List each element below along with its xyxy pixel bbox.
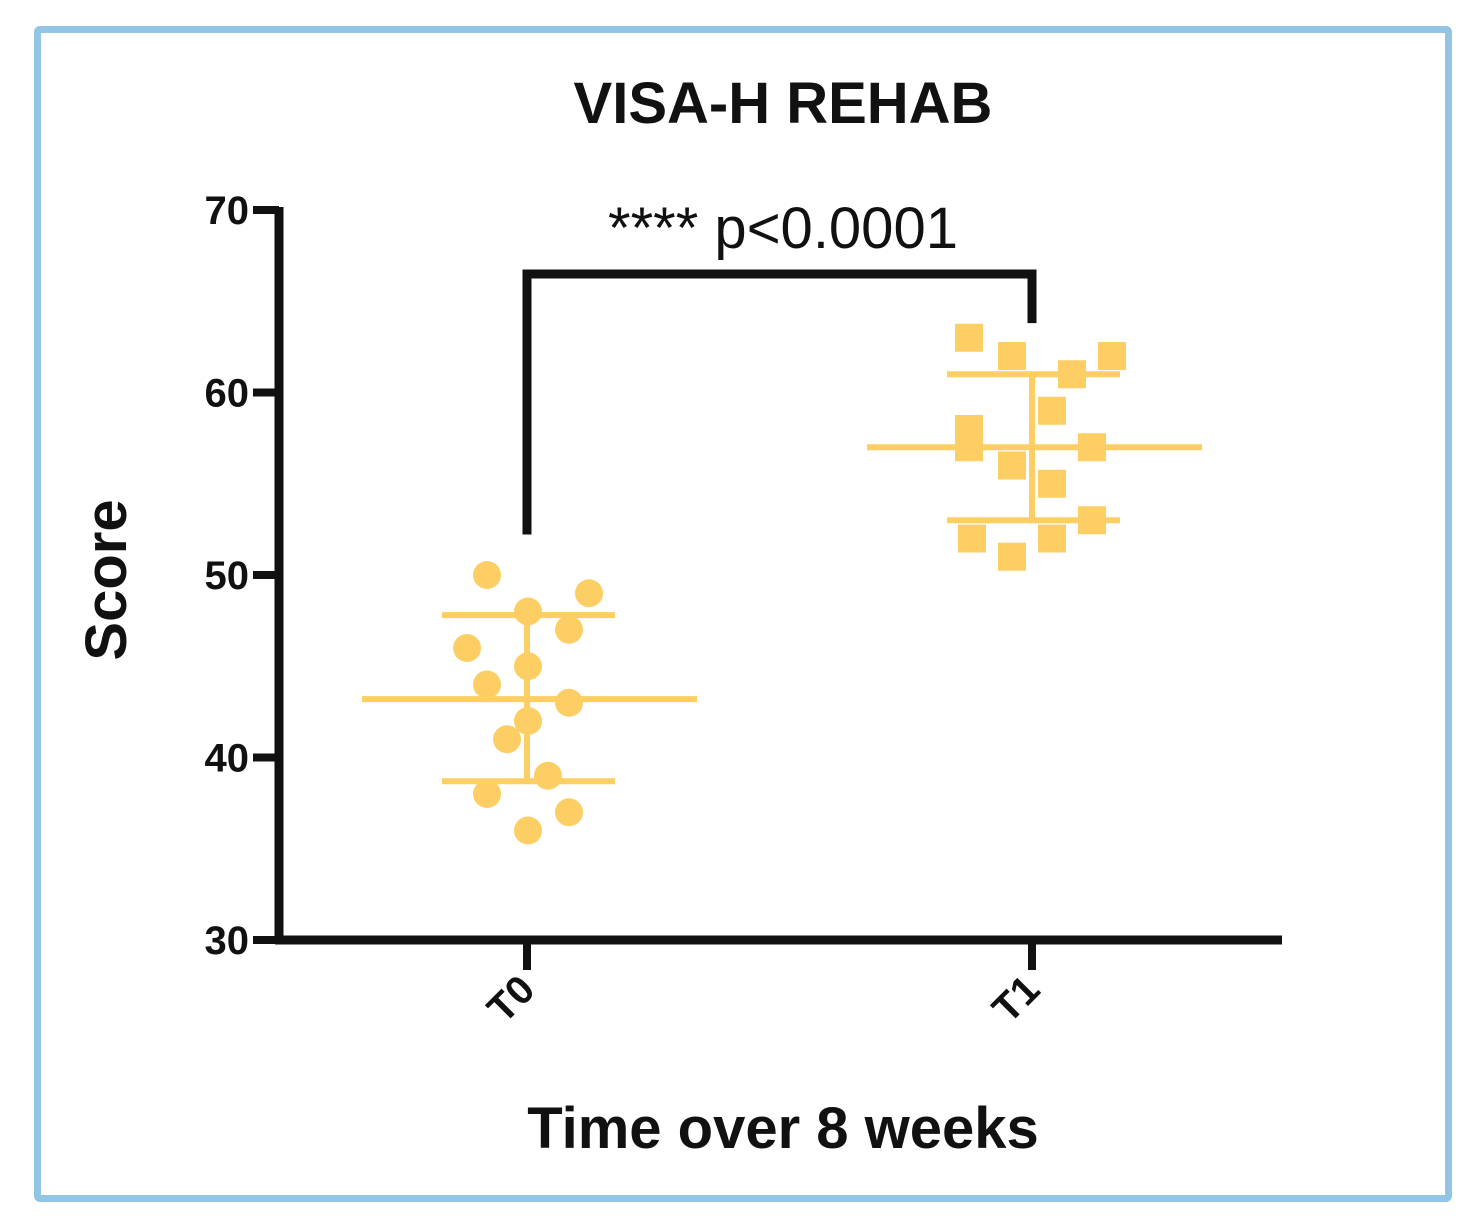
data-point <box>998 342 1026 370</box>
data-point <box>1038 524 1066 553</box>
data-point <box>1078 433 1106 462</box>
data-point <box>514 652 542 681</box>
y-tick-label: 60 <box>205 372 250 416</box>
x-tick-label: T1 <box>984 967 1048 1031</box>
data-point <box>453 634 481 662</box>
data-point <box>473 561 501 589</box>
data-point <box>955 433 983 462</box>
data-point <box>534 761 562 790</box>
y-tick-label: 30 <box>205 919 250 963</box>
data-point <box>514 597 542 626</box>
data-point <box>555 798 583 827</box>
data-point <box>1078 506 1106 535</box>
y-axis-label: Score <box>74 499 139 660</box>
data-point <box>1038 396 1066 425</box>
significance-label: **** p<0.0001 <box>608 196 958 261</box>
data-point <box>998 542 1026 571</box>
y-tick-label: 50 <box>205 554 250 598</box>
data-point <box>955 323 983 352</box>
data-point <box>555 688 583 717</box>
data-point <box>493 725 521 754</box>
chart-frame <box>34 26 1452 1202</box>
y-tick-label: 40 <box>205 737 250 781</box>
data-point <box>555 615 583 644</box>
data-point <box>1038 469 1066 498</box>
data-point <box>1098 342 1126 370</box>
data-point <box>1058 360 1086 389</box>
significance-bracket <box>522 269 1037 535</box>
data-point <box>958 524 986 553</box>
data-point <box>514 707 542 735</box>
data-point <box>473 670 501 699</box>
x-tick-label: T0 <box>479 967 543 1031</box>
data-point <box>575 579 603 608</box>
data-marks <box>362 323 1202 845</box>
data-point <box>514 816 542 845</box>
chart-title: VISA-H REHAB <box>574 71 993 136</box>
data-point <box>998 451 1026 480</box>
x-axis-label: Time over 8 weeks <box>527 1096 1039 1161</box>
axes: 30 40 50 60 70 T0 T1 <box>205 189 1282 1031</box>
y-tick-label: 70 <box>205 189 250 233</box>
data-point <box>473 780 501 808</box>
